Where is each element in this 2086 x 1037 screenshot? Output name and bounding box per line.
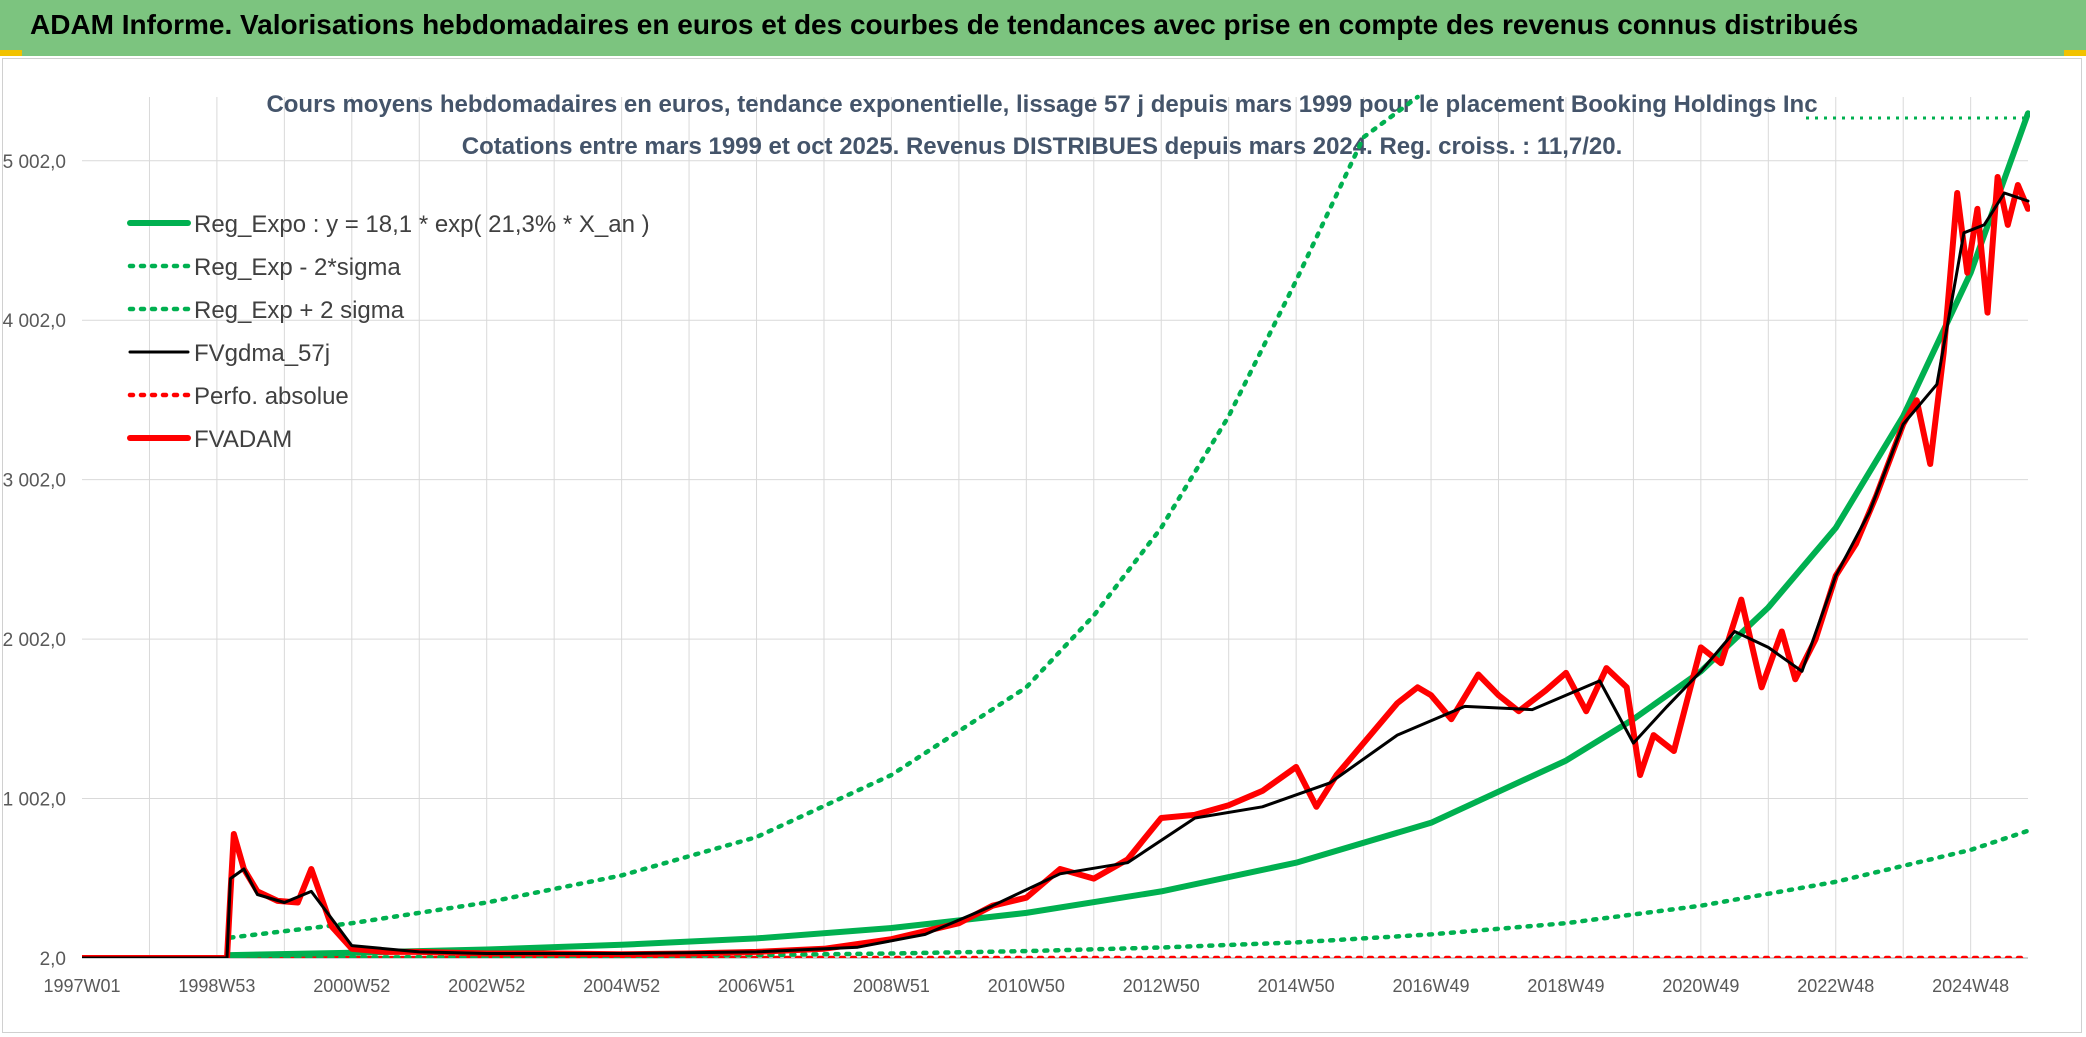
legend-label: FVgdma_57j [194,340,330,367]
x-tick-label: 2004W52 [583,976,660,996]
x-tick-label: 2022W48 [1797,976,1874,996]
series-line [228,94,1420,940]
y-tick-label: 5 002,0 [3,152,66,173]
legend-label: Reg_Exp - 2*sigma [194,254,401,281]
x-tick-label: 2024W48 [1932,976,2009,996]
x-tick-label: 1997W01 [43,976,120,996]
x-tick-label: 2020W49 [1662,976,1739,996]
legend-label: Reg_Exp + 2 sigma [194,297,405,324]
chart-subtitle: Cotations entre mars 1999 et oct 2025. R… [462,133,1623,160]
series-line [227,110,2030,958]
y-tick-label: 4 002,0 [3,311,66,332]
x-tick-label: 2018W49 [1527,976,1604,996]
x-tick-label: 2014W50 [1258,976,1335,996]
chart-frame [2,58,2082,1033]
x-tick-label: 1998W53 [178,976,255,996]
x-tick-label: 2010W50 [988,976,1065,996]
corner-marker-left [0,50,22,56]
series-line [228,828,2030,958]
x-tick-label: 2016W49 [1393,976,1470,996]
corner-marker-right [2064,50,2086,56]
x-tick-label: 2000W52 [313,976,390,996]
y-tick-label: 2 002,0 [3,630,66,651]
x-tick-label: 2002W52 [448,976,525,996]
x-tick-label: 2012W50 [1123,976,1200,996]
y-tick-label: 1 002,0 [3,790,66,811]
x-tick-label: 2008W51 [853,976,930,996]
series-line [82,174,2030,958]
header-banner: ADAM Informe. Valorisations hebdomadaire… [0,0,2086,56]
chart-title: Cours moyens hebdomadaires en euros, ten… [266,91,1817,118]
legend-label: Reg_Expo : y = 18,1 * exp( 21,3% * X_an … [194,211,650,238]
report-title: ADAM Informe. Valorisations hebdomadaire… [30,9,1859,40]
y-tick-label: 3 002,0 [3,471,66,492]
x-tick-label: 2006W51 [718,976,795,996]
legend-label: FVADAM [194,426,292,453]
y-tick-label: 2,0 [40,949,66,970]
legend-label: Perfo. absolue [194,383,349,410]
series-line [82,191,2030,958]
